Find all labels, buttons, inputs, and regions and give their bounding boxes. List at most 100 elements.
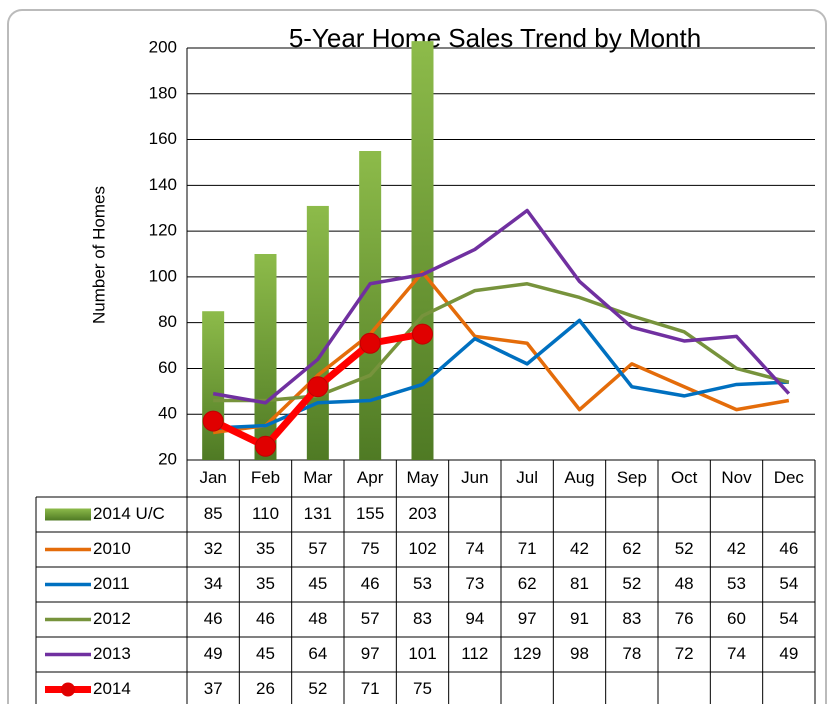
table-cell: 112 [461, 644, 488, 663]
table-cell: 34 [204, 574, 223, 593]
legend-label: 2010 [93, 539, 131, 558]
y-tick-label: 160 [149, 129, 177, 148]
table-cell: 37 [204, 679, 223, 698]
table-cell: 203 [408, 504, 436, 523]
line-series [212, 208, 791, 405]
table-cell: 42 [727, 539, 746, 558]
table-cell: 48 [675, 574, 694, 593]
table-cell: 45 [308, 574, 327, 593]
table-cell: 53 [727, 574, 746, 593]
bar [411, 41, 434, 461]
x-tick-label: Jan [199, 468, 226, 487]
x-tick-label: Apr [357, 468, 384, 487]
legend-label: 2014 [93, 679, 131, 698]
table-cell: 75 [361, 539, 380, 558]
table-cell: 74 [727, 644, 746, 663]
table-cell: 101 [408, 644, 436, 663]
table-cell: 49 [204, 644, 223, 663]
table-cell: 97 [518, 609, 537, 628]
y-tick-label: 100 [149, 266, 177, 285]
table-cell: 73 [465, 574, 484, 593]
table-cell: 54 [779, 574, 798, 593]
bar [359, 151, 382, 460]
table-cell: 131 [304, 504, 332, 523]
table-cell: 85 [204, 504, 223, 523]
x-tick-label: Oct [671, 468, 698, 487]
y-tick-label: 180 [149, 83, 177, 102]
bar [254, 254, 277, 460]
table-cell: 46 [361, 574, 380, 593]
x-tick-label: May [406, 468, 439, 487]
table-cell: 46 [256, 609, 275, 628]
legend-label: 2014 U/C [93, 504, 165, 523]
table-cell: 83 [622, 609, 641, 628]
table-cell: 35 [256, 539, 275, 558]
marker [359, 332, 381, 354]
table-cell: 53 [413, 574, 432, 593]
y-tick-label: 20 [158, 449, 177, 468]
legend-label: 2013 [93, 644, 131, 663]
legend-marker [61, 682, 75, 697]
x-tick-label: Aug [564, 468, 594, 487]
table-cell: 46 [779, 539, 798, 558]
table-cell: 81 [570, 574, 589, 593]
table-cell: 72 [675, 644, 694, 663]
x-tick-label: Nov [721, 468, 752, 487]
bar [202, 311, 225, 460]
table-cell: 76 [675, 609, 694, 628]
y-tick-label: 140 [149, 175, 177, 194]
table-cell: 74 [465, 539, 484, 558]
table-cell: 46 [204, 609, 223, 628]
y-tick-label: 200 [149, 37, 177, 56]
marker [255, 435, 276, 457]
table-cell: 91 [570, 609, 589, 628]
table-cell: 102 [408, 539, 436, 558]
x-tick-label: Sep [617, 468, 647, 487]
table-cell: 57 [308, 539, 327, 558]
y-tick-label: 120 [149, 221, 177, 240]
table-cell: 52 [675, 539, 694, 558]
table-cell: 32 [204, 539, 223, 558]
line-series [213, 318, 789, 430]
marker [307, 376, 329, 398]
table-cell: 64 [308, 644, 327, 663]
table-cell: 62 [622, 539, 641, 558]
y-tick-label: 80 [158, 312, 177, 331]
x-tick-label: Feb [251, 468, 280, 487]
table-cell: 83 [413, 609, 432, 628]
table-cell: 42 [570, 539, 589, 558]
table-cell: 75 [413, 679, 432, 698]
table-cell: 57 [361, 609, 380, 628]
table-cell: 78 [622, 644, 641, 663]
table-cell: 110 [252, 504, 279, 523]
marker [412, 323, 433, 345]
x-tick-label: Dec [774, 468, 805, 487]
table-cell: 62 [518, 574, 537, 593]
legend-label: 2012 [93, 609, 131, 628]
table-cell: 97 [361, 644, 380, 663]
table-cell: 35 [256, 574, 275, 593]
table-cell: 98 [570, 644, 589, 663]
y-tick-label: 40 [158, 404, 177, 423]
table-cell: 45 [256, 644, 275, 663]
x-tick-label: Jul [516, 468, 538, 487]
table-cell: 48 [308, 609, 327, 628]
table-cell: 60 [727, 609, 746, 628]
bar [306, 205, 329, 460]
table-cell: 129 [513, 644, 541, 663]
legend-label: 2011 [93, 574, 130, 593]
y-axis-label: Number of Homes [89, 186, 108, 324]
table-cell: 54 [779, 609, 798, 628]
y-tick-label: 60 [158, 358, 177, 377]
table-cell: 52 [622, 574, 641, 593]
table-cell: 71 [518, 539, 537, 558]
legend-key [45, 508, 91, 521]
table-cell: 94 [465, 609, 484, 628]
x-tick-label: Jun [461, 468, 488, 487]
x-tick-label: Mar [303, 468, 333, 487]
table-cell: 49 [779, 644, 798, 663]
table-cell: 155 [356, 504, 384, 523]
table-cell: 26 [256, 679, 275, 698]
marker [202, 410, 224, 432]
